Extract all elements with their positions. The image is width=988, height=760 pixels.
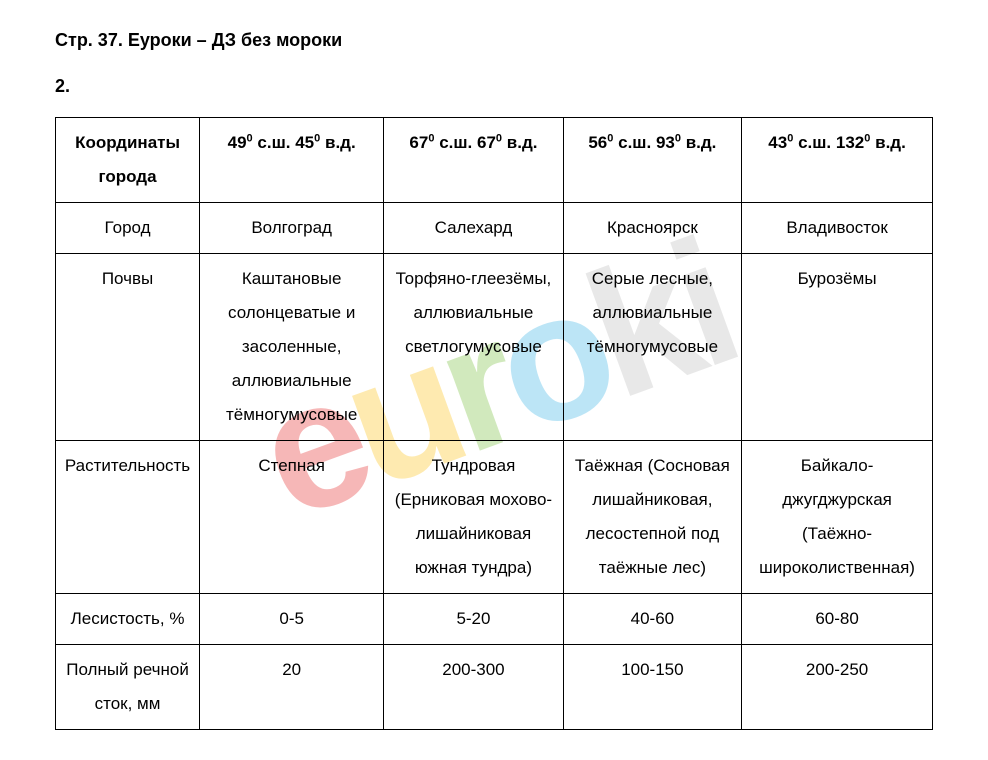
cell: 100-150 xyxy=(563,645,741,730)
cell: 200-300 xyxy=(384,645,563,730)
cell: 200-250 xyxy=(742,645,933,730)
cell: 0-5 xyxy=(200,594,384,645)
cell: Красноярск xyxy=(563,203,741,254)
table-row: Полный речной сток, мм 20 200-300 100-15… xyxy=(56,645,933,730)
header-col1: 490 с.ш. 450 в.д. xyxy=(200,118,384,203)
cell: Серые лесные, аллювиальные тёмногумусовы… xyxy=(563,254,741,441)
cell: Таёжная (Сосновая лишайниковая, лесостеп… xyxy=(563,441,741,594)
cell: Владивосток xyxy=(742,203,933,254)
header-col2: 670 с.ш. 670 в.д. xyxy=(384,118,563,203)
table-header-row: Координаты города 490 с.ш. 450 в.д. 670 … xyxy=(56,118,933,203)
table-row: Растительность Степная Тундровая (Ернико… xyxy=(56,441,933,594)
cell: 40-60 xyxy=(563,594,741,645)
table-row: Город Волгоград Салехард Красноярск Влад… xyxy=(56,203,933,254)
row-label-runoff: Полный речной сток, мм xyxy=(56,645,200,730)
cell: 60-80 xyxy=(742,594,933,645)
cell: Салехард xyxy=(384,203,563,254)
cell: Степная xyxy=(200,441,384,594)
cell: Байкало-джугджурская (Таёжно-широколиств… xyxy=(742,441,933,594)
cell: 20 xyxy=(200,645,384,730)
header-col4: 430 с.ш. 1320 в.д. xyxy=(742,118,933,203)
data-table: Координаты города 490 с.ш. 450 в.д. 670 … xyxy=(55,117,933,730)
page-title: Стр. 37. Еуроки – ДЗ без мороки xyxy=(55,30,933,51)
cell: Волгоград xyxy=(200,203,384,254)
cell: Торфяно-глеезёмы, аллювиальные светлогум… xyxy=(384,254,563,441)
cell: Тундровая (Ерниковая мохово-лишайниковая… xyxy=(384,441,563,594)
row-label-soils: Почвы xyxy=(56,254,200,441)
exercise-number: 2. xyxy=(55,76,933,97)
header-col3: 560 с.ш. 930 в.д. xyxy=(563,118,741,203)
row-label-city: Город xyxy=(56,203,200,254)
row-label-vegetation: Растительность xyxy=(56,441,200,594)
table-row: Лесистость, % 0-5 5-20 40-60 60-80 xyxy=(56,594,933,645)
cell: Каштановые солонцеватые и засоленные, ал… xyxy=(200,254,384,441)
header-coordinates: Координаты города xyxy=(56,118,200,203)
cell: 5-20 xyxy=(384,594,563,645)
row-label-forest: Лесистость, % xyxy=(56,594,200,645)
table-row: Почвы Каштановые солонцеватые и засоленн… xyxy=(56,254,933,441)
cell: Бурозёмы xyxy=(742,254,933,441)
